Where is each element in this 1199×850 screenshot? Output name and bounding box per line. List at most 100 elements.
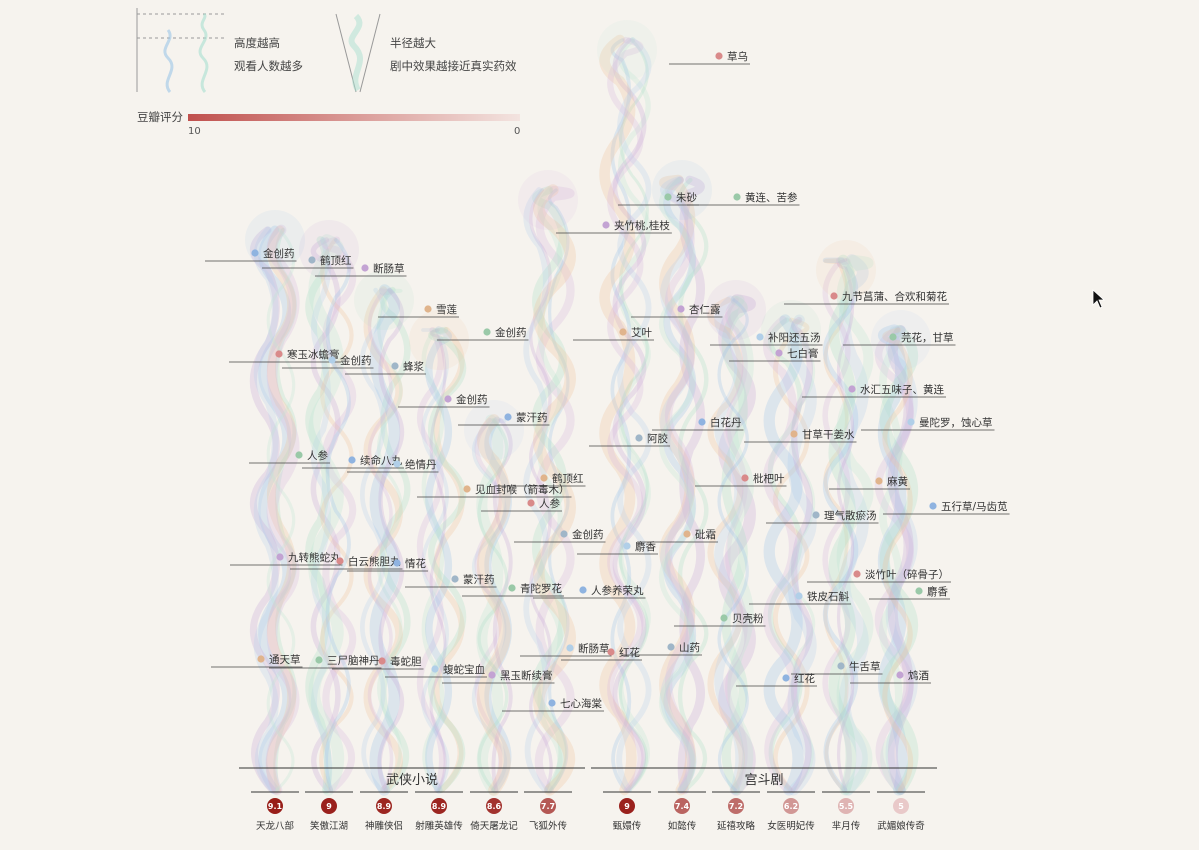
medicine-label: 绝情丹 — [347, 458, 439, 473]
medicine-dot — [830, 292, 838, 300]
smoke-strand — [727, 294, 754, 796]
medicine-label: 九转熊蛇丸 — [230, 551, 343, 566]
medicine-label: 阿胶 — [589, 432, 670, 447]
smoke-strand — [607, 36, 644, 794]
medicine-name: 断肠草 — [373, 262, 405, 275]
medicine-dot — [907, 418, 915, 426]
medicine-name: 蒙汗药 — [516, 411, 548, 424]
medicine-label: 白云熊胆丸 — [290, 555, 403, 570]
smoke-strand — [658, 177, 696, 793]
medicine-dot — [378, 657, 386, 665]
smoke-puff — [652, 160, 712, 220]
medicine-dot — [775, 349, 783, 357]
medicine-label: 理气散瘀汤 — [766, 509, 879, 524]
medicine-name: 人参养荣丸 — [591, 584, 644, 597]
medicine-label: 蝮蛇宝血 — [385, 663, 487, 678]
smoke-strand — [659, 174, 696, 796]
smoke-strand — [380, 286, 411, 794]
medicine-dot — [677, 305, 685, 313]
legend-radius-line1: 半径越大 — [390, 36, 436, 50]
medicine-name: 艾叶 — [631, 327, 652, 339]
smoke-strand — [612, 37, 647, 793]
medicine-name: 五行草/马齿苋 — [941, 500, 1008, 513]
smoke-strand — [477, 414, 511, 796]
medicine-label: 水汇五味子、黄连 — [802, 383, 946, 398]
show-name: 芈月传 — [832, 820, 861, 832]
smoke-strand — [885, 325, 918, 795]
medicine-dot — [929, 502, 937, 510]
smoke-strand — [767, 317, 803, 793]
show-score: 9.1 — [268, 802, 283, 811]
medicine-name: 黄连、苦参 — [745, 191, 798, 204]
medicine-label: 芫花，甘草 — [843, 331, 956, 346]
medicine-label: 杏仁露 — [631, 303, 723, 318]
smoke-strand — [253, 226, 279, 794]
smoke-strand — [360, 287, 386, 793]
medicine-dot — [488, 671, 496, 679]
show-score-badge — [376, 798, 392, 814]
smoke-strand — [533, 184, 576, 796]
medicine-label: 人参 — [249, 449, 330, 464]
smoke-strand — [790, 316, 813, 794]
show-name: 笑傲江湖 — [310, 820, 348, 832]
medicine-label: 枇杷叶 — [695, 472, 787, 487]
smoke-strand — [474, 417, 503, 793]
medicine-dot — [915, 587, 923, 595]
medicine-name: 枇杷叶 — [753, 472, 785, 485]
show-name: 女医明妃传 — [767, 820, 815, 832]
medicine-label: 寒玉冰蟾膏 — [229, 348, 342, 363]
medicine-dot — [619, 328, 627, 336]
show-score: 8.6 — [487, 802, 502, 811]
medicine-dot — [623, 542, 631, 550]
medicine-name: 人参 — [307, 449, 328, 462]
show-score: 6.2 — [784, 802, 798, 811]
show-name: 天龙八部 — [256, 820, 294, 832]
medicine-name: 九转熊蛇丸 — [288, 551, 341, 564]
smoke-strand — [874, 326, 914, 794]
medicine-name: 贝壳粉 — [732, 612, 764, 625]
medicine-label: 鹤顶红 — [494, 472, 586, 487]
medicine-dot — [348, 456, 356, 464]
medicine-dot — [275, 350, 283, 358]
smoke-puff — [464, 400, 524, 460]
medicine-label: 鸩酒 — [850, 669, 931, 684]
smoke-strand — [266, 228, 296, 792]
medicine-label: 山药 — [621, 642, 702, 656]
smoke-strand — [265, 224, 300, 796]
smoke-strand — [421, 327, 445, 793]
medicine-dot — [782, 674, 790, 682]
medicine-label: 麝香 — [577, 540, 658, 555]
medicine-label: 金创药 — [398, 393, 490, 408]
smoke-strand — [879, 326, 903, 794]
medicine-name: 牛舌草 — [849, 660, 881, 673]
medicine-label: 红花 — [561, 646, 642, 661]
medicine-label: 白花丹 — [652, 416, 744, 431]
medicine-dot — [393, 559, 401, 567]
medicine-label: 红花 — [736, 672, 817, 687]
medicine-label: 人参养荣丸 — [533, 584, 646, 599]
smoke-puff — [597, 20, 657, 80]
smoke-strand — [425, 326, 453, 794]
smoke-strand — [882, 327, 914, 793]
medicine-label: 通天草 — [211, 654, 303, 668]
medicine-name: 绝情丹 — [405, 458, 437, 471]
smoke-strand — [838, 254, 869, 796]
show-score-badge — [783, 798, 799, 814]
medicine-label: 金创药 — [282, 354, 374, 369]
medicine-label: 牛舌草 — [791, 660, 883, 675]
smoke-strand — [534, 185, 575, 795]
medicine-name: 情花 — [405, 557, 426, 570]
medicine-label: 黑玉断续膏 — [442, 669, 555, 684]
smoke-strand — [677, 175, 705, 795]
show-name: 延禧攻略 — [717, 820, 756, 832]
show-score-badge — [674, 798, 690, 814]
medicine-label: 淡竹叶（碎骨子） — [807, 568, 951, 583]
medicine-name: 断肠草 — [578, 642, 610, 655]
show-score: 7.2 — [729, 802, 743, 811]
show-score-badge — [728, 798, 744, 814]
medicine-label: 人参 — [481, 497, 562, 512]
smoke-strand — [416, 326, 446, 794]
medicine-dot — [741, 474, 749, 482]
smoke-strand — [532, 185, 567, 795]
